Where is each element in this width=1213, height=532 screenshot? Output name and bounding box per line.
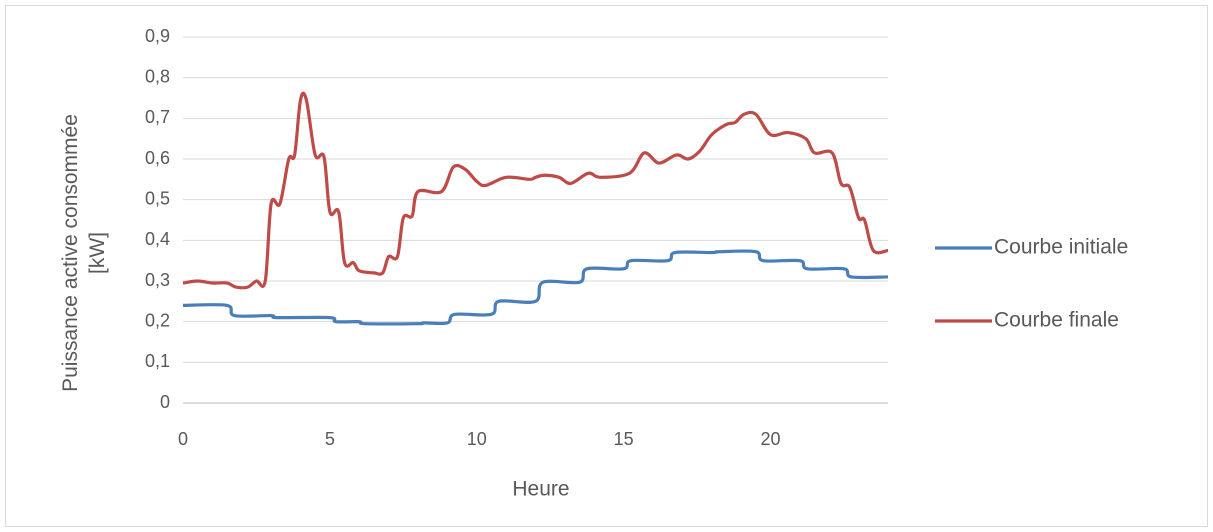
y-tick-label: 0,3 [145, 270, 170, 290]
x-tick-label: 0 [178, 429, 188, 449]
x-axis-label: Heure [512, 478, 569, 501]
x-tick-label: 20 [760, 429, 780, 449]
series-line [182, 91, 889, 290]
y-tick-label: 0,4 [145, 229, 170, 249]
y-tick-label: 0,1 [145, 351, 170, 371]
legend-label: Courbe finale [994, 309, 1119, 332]
y-tick-label: 0 [160, 392, 170, 412]
series-line [182, 249, 889, 326]
legend-label: Courbe initiale [994, 236, 1128, 259]
x-tick-label: 10 [467, 429, 487, 449]
y-axis-label: Puissance active consommée [kW] [59, 114, 109, 392]
y-tick-label: 0,7 [145, 107, 170, 127]
y-tick-label: 0,6 [145, 148, 170, 168]
x-tick-label: 15 [614, 429, 634, 449]
y-tick-label: 0,9 [145, 26, 170, 46]
x-tick-label: 5 [325, 429, 335, 449]
y-tick-label: 0,2 [145, 310, 170, 330]
y-tick-label: 0,5 [145, 188, 170, 208]
chart-frame [5, 5, 1208, 527]
y-tick-label: 0,8 [145, 66, 170, 86]
